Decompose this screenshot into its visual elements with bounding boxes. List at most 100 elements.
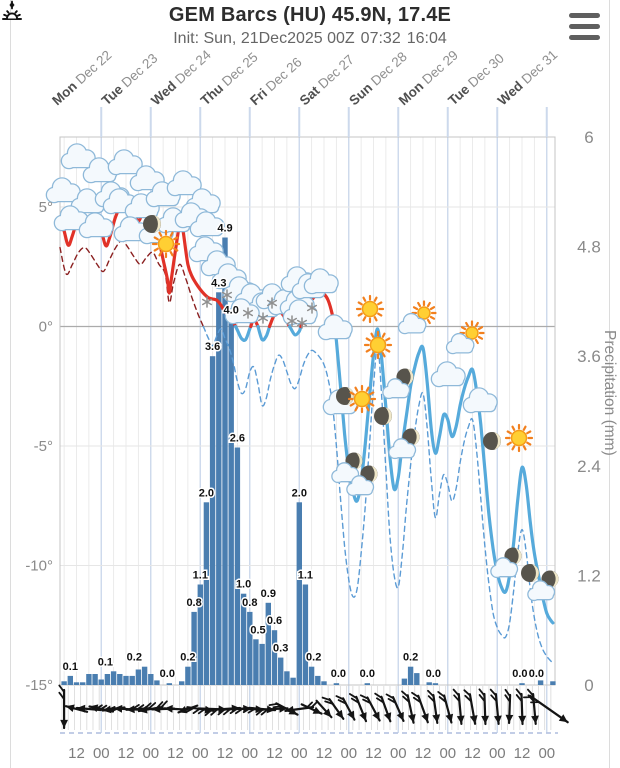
precip-bar xyxy=(414,673,420,685)
barb-feather xyxy=(160,700,168,708)
sun-ray xyxy=(173,236,179,241)
sun-ray xyxy=(460,326,467,331)
wind-barb xyxy=(527,688,539,726)
barb-feather xyxy=(478,694,486,703)
cloud-shape xyxy=(448,345,472,353)
sun-disc xyxy=(417,306,431,320)
precip-value-label: 0.2 xyxy=(306,652,321,664)
temp-tick-label: 5° xyxy=(39,199,53,216)
barb-feather xyxy=(229,707,239,714)
cloud-icon xyxy=(303,268,339,295)
barb-feather xyxy=(515,688,523,697)
hamburger-bar xyxy=(569,24,600,29)
precip-value-label: 0.5 xyxy=(250,624,265,636)
moon-crescent xyxy=(532,564,539,582)
sun-ray xyxy=(474,338,479,345)
day-label: Wed Dec 31 xyxy=(495,47,561,108)
barb-feather xyxy=(359,694,369,700)
barb-head xyxy=(421,713,429,723)
barb-feather xyxy=(453,694,461,703)
wind-barb xyxy=(515,688,527,726)
barb-head xyxy=(558,714,568,723)
moon-crescent xyxy=(413,428,420,446)
cloud-icon xyxy=(317,314,353,341)
sun-ray xyxy=(370,332,375,338)
sun-ray xyxy=(511,445,516,451)
precip-bar xyxy=(550,681,556,685)
sun-ray xyxy=(349,391,355,396)
sun-ray xyxy=(385,337,391,342)
x-tick-label: 00 xyxy=(291,745,308,762)
precip-value-label: 2.6 xyxy=(230,433,245,445)
precip-bar xyxy=(67,675,73,685)
sun-ray xyxy=(357,301,363,306)
barb-feather xyxy=(490,694,498,703)
barb-feather xyxy=(427,695,436,703)
day-date: Dec 30 xyxy=(462,51,507,93)
barb-feather xyxy=(348,693,358,700)
barb-feather xyxy=(197,707,207,715)
wind-barb xyxy=(321,696,345,720)
moon-cloud-icon xyxy=(527,570,559,602)
sun-ray xyxy=(365,337,371,342)
moon-crescent xyxy=(552,570,559,588)
barb-head xyxy=(138,705,148,714)
moon-crescent xyxy=(515,547,522,565)
day-date: Dec 24 xyxy=(169,47,214,90)
wind-barb xyxy=(452,688,465,726)
cloud-icon xyxy=(129,165,165,192)
precip-bar xyxy=(141,666,148,685)
moon-crescent xyxy=(154,215,161,233)
barb-feather xyxy=(310,700,319,709)
barb-feather xyxy=(375,697,385,704)
barb-feather xyxy=(527,688,535,697)
wind-barb xyxy=(489,688,502,726)
snowflake-arm xyxy=(257,314,269,322)
precip-tick-label: 0 xyxy=(584,676,593,695)
barb-feather xyxy=(478,688,486,697)
sun-icon xyxy=(355,294,385,324)
cloud-shape xyxy=(56,220,86,229)
moon-disc xyxy=(143,215,161,233)
sun-ray xyxy=(474,321,479,328)
barb-head xyxy=(102,705,112,714)
x-tick-label: 00 xyxy=(93,745,110,762)
cloud-shape xyxy=(348,487,372,495)
precip-bar xyxy=(426,682,432,685)
moon-disc xyxy=(483,432,501,450)
x-tick-label: 00 xyxy=(340,745,357,762)
precip-value-label: 4.9 xyxy=(217,223,232,235)
wind-barb xyxy=(478,688,489,726)
precip-bar xyxy=(407,666,414,685)
hamburger-bar xyxy=(569,35,600,40)
barb-feather xyxy=(489,688,498,697)
dewpoint-curve-segment xyxy=(202,325,554,665)
wind-barb xyxy=(335,695,356,721)
sun-ray xyxy=(370,352,375,358)
precip-tick-label: 1.2 xyxy=(577,566,601,585)
precip-bar xyxy=(315,675,321,685)
barb-feather xyxy=(58,684,65,693)
hamburger-menu-button[interactable] xyxy=(569,13,600,46)
sun-disc xyxy=(369,336,387,354)
precip-bar xyxy=(73,682,80,685)
barb-feather xyxy=(204,709,213,717)
precip-axis-title: Precipitation (mm) xyxy=(601,330,618,456)
moon-crescent xyxy=(407,368,414,386)
precip-value-label: 0.2 xyxy=(127,652,142,664)
barb-feather xyxy=(324,700,334,705)
barb-feather xyxy=(427,689,435,698)
barb-feather xyxy=(268,703,279,706)
sun-ray xyxy=(417,301,422,308)
cloud-shape xyxy=(333,474,357,482)
x-tick-label: 00 xyxy=(390,745,407,762)
snowflake-icon xyxy=(296,317,308,329)
wind-barb xyxy=(359,694,381,722)
temperature-curve-segment xyxy=(288,324,303,337)
moon-cloud-icon xyxy=(490,547,522,579)
barb-feather xyxy=(412,696,422,704)
barb-head xyxy=(396,711,404,721)
cloud-icon xyxy=(397,312,427,335)
barb-head xyxy=(335,709,344,719)
